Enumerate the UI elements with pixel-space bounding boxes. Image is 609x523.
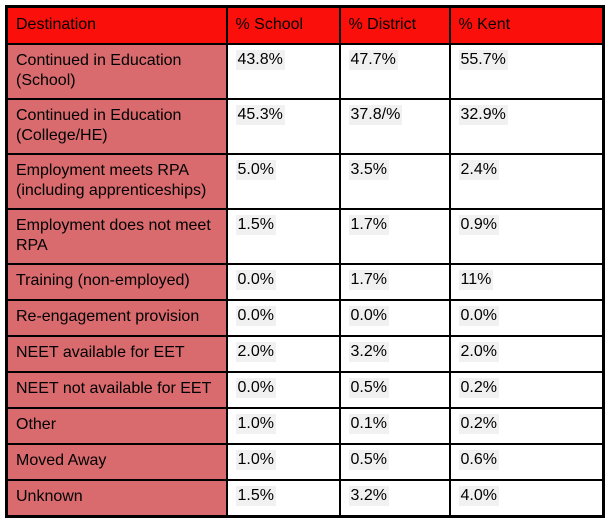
value-cell: 3.2% <box>338 335 451 373</box>
row-label-cell: Training (non-employed) <box>5 263 228 301</box>
value-cell: 1.0% <box>225 407 341 445</box>
value-cell: 43.8% <box>225 43 341 100</box>
value-cell: 1.7% <box>338 208 451 265</box>
value-cell: 5.0% <box>225 153 341 210</box>
value-school: 0.0% <box>235 306 276 327</box>
value-cell: 3.5% <box>338 153 451 210</box>
value-kent: 0.6% <box>458 450 499 471</box>
row-label-cell: Re-engagement provision <box>5 299 228 337</box>
row-label-cell: NEET available for EET <box>5 335 228 373</box>
value-kent: 0.2% <box>458 378 499 399</box>
value-cell: 0.2% <box>448 371 605 409</box>
value-cell: 0.1% <box>338 407 451 445</box>
header-cell-school: % School <box>225 5 341 45</box>
value-district: 3.2% <box>348 486 389 507</box>
table-row: Continued in Education (College/HE) 45.3… <box>5 98 605 155</box>
value-school: 5.0% <box>235 160 276 181</box>
value-district: 37.8/% <box>348 105 403 126</box>
value-cell: 0.2% <box>448 407 605 445</box>
table-row: NEET not available for EET 0.0% 0.5% 0.2… <box>5 371 605 409</box>
value-cell: 2.0% <box>225 335 341 373</box>
value-cell: 1.5% <box>225 208 341 265</box>
value-cell: 0.9% <box>448 208 605 265</box>
value-kent: 2.0% <box>458 342 499 363</box>
row-label-cell: Employment does not meet RPA <box>5 208 228 265</box>
value-cell: 45.3% <box>225 98 341 155</box>
value-district: 0.1% <box>348 414 389 435</box>
value-cell: 4.0% <box>448 479 605 518</box>
value-school: 0.0% <box>235 270 276 291</box>
header-row: Destination % School % District % Kent <box>5 5 605 45</box>
value-kent: 32.9% <box>458 105 508 126</box>
value-cell: 2.0% <box>448 335 605 373</box>
value-kent: 0.2% <box>458 414 499 435</box>
table-row: Employment does not meet RPA 1.5% 1.7% 0… <box>5 208 605 265</box>
table-row: Re-engagement provision 0.0% 0.0% 0.0% <box>5 299 605 337</box>
value-cell: 0.0% <box>448 299 605 337</box>
value-cell: 32.9% <box>448 98 605 155</box>
value-school: 1.0% <box>235 414 276 435</box>
value-school: 0.0% <box>235 378 276 399</box>
value-cell: 0.0% <box>225 263 341 301</box>
value-district: 0.5% <box>348 450 389 471</box>
value-cell: 0.5% <box>338 443 451 481</box>
table-row: Unknown 1.5% 3.2% 4.0% <box>5 479 605 518</box>
value-school: 2.0% <box>235 342 276 363</box>
table-row: Continued in Education (School) 43.8% 47… <box>5 43 605 100</box>
table-row: Training (non-employed) 0.0% 1.7% 11% <box>5 263 605 301</box>
table-row: Other 1.0% 0.1% 0.2% <box>5 407 605 445</box>
value-cell: 1.5% <box>225 479 341 518</box>
value-kent: 2.4% <box>458 160 499 181</box>
value-school: 1.0% <box>235 450 276 471</box>
value-school: 1.5% <box>235 486 276 507</box>
value-kent: 0.9% <box>458 215 499 236</box>
row-label-cell: Unknown <box>5 479 228 518</box>
table-row: Moved Away 1.0% 0.5% 0.6% <box>5 443 605 481</box>
value-district: 0.0% <box>348 306 389 327</box>
header-cell-kent: % Kent <box>448 5 605 45</box>
value-district: 1.7% <box>348 270 389 291</box>
header-cell-destination: Destination <box>5 5 228 45</box>
value-cell: 0.5% <box>338 371 451 409</box>
value-cell: 37.8/% <box>338 98 451 155</box>
row-label-cell: Continued in Education (School) <box>5 43 228 100</box>
value-school: 45.3% <box>235 105 285 126</box>
value-district: 47.7% <box>348 50 398 71</box>
value-school: 43.8% <box>235 50 285 71</box>
value-kent: 55.7% <box>458 50 508 71</box>
row-label-cell: Employment meets RPA (including apprenti… <box>5 153 228 210</box>
value-kent: 4.0% <box>458 486 499 507</box>
value-cell: 0.0% <box>225 371 341 409</box>
value-cell: 11% <box>448 263 605 301</box>
value-kent: 11% <box>458 270 494 291</box>
row-label-cell: NEET not available for EET <box>5 371 228 409</box>
value-cell: 0.6% <box>448 443 605 481</box>
value-district: 3.5% <box>348 160 389 181</box>
value-school: 1.5% <box>235 215 276 236</box>
table-row: NEET available for EET 2.0% 3.2% 2.0% <box>5 335 605 373</box>
value-cell: 47.7% <box>338 43 451 100</box>
destinations-table: Destination % School % District % Kent C… <box>5 5 605 518</box>
value-cell: 1.0% <box>225 443 341 481</box>
row-label-cell: Continued in Education (College/HE) <box>5 98 228 155</box>
value-district: 3.2% <box>348 342 389 363</box>
value-district: 0.5% <box>348 378 389 399</box>
value-district: 1.7% <box>348 215 389 236</box>
table-row: Employment meets RPA (including apprenti… <box>5 153 605 210</box>
value-kent: 0.0% <box>458 306 499 327</box>
row-label-cell: Other <box>5 407 228 445</box>
header-cell-district: % District <box>338 5 451 45</box>
value-cell: 55.7% <box>448 43 605 100</box>
value-cell: 2.4% <box>448 153 605 210</box>
value-cell: 0.0% <box>225 299 341 337</box>
value-cell: 3.2% <box>338 479 451 518</box>
value-cell: 1.7% <box>338 263 451 301</box>
row-label-cell: Moved Away <box>5 443 228 481</box>
value-cell: 0.0% <box>338 299 451 337</box>
